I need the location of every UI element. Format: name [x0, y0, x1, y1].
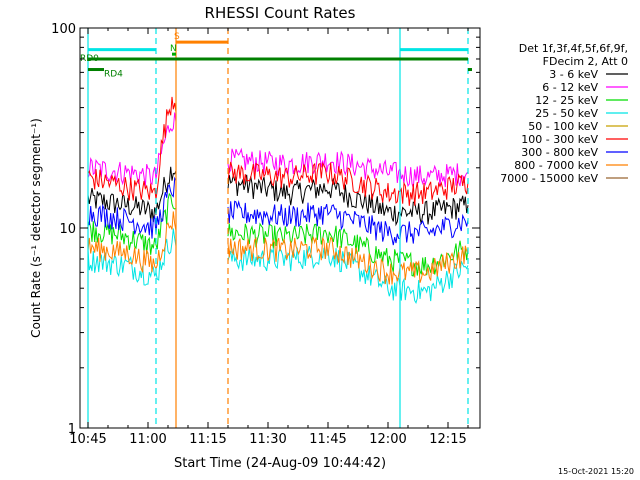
legend-label-3: 25 - 50 keV — [535, 107, 598, 120]
legend-label-2: 12 - 25 keV — [535, 94, 598, 107]
legend: Det 1f,3f,4f,5f,6f,9f,FDecim 2, Att 03 -… — [500, 42, 628, 185]
series-line-5 — [87, 96, 469, 206]
series-line-7 — [87, 211, 469, 285]
y-tick-label-0: 1 — [68, 422, 76, 437]
y-axis-label: Count Rate (s⁻¹ detector segment⁻¹) — [29, 118, 43, 338]
axes: 10:45 11:00 11:15 11:30 11:45 12:00 12:15 1 10 10… — [51, 22, 481, 447]
legend-header-0: Det 1f,3f,4f,5f,6f,9f, — [519, 42, 628, 55]
x-tick-label-1: 11:00 — [129, 432, 166, 447]
legend-label-1: 6 - 12 keV — [542, 81, 598, 94]
legend-label-0: 3 - 6 keV — [549, 68, 598, 81]
flag-label-2: N — [170, 44, 177, 54]
timestamp-label: 15-Oct-2021 15:20 — [558, 467, 634, 476]
plot-area: SN RD0 RD4 — [80, 28, 472, 428]
chart-title: RHESSI Count Rates — [205, 4, 356, 22]
x-tick-label-6: 12:15 — [429, 432, 466, 447]
flag-label-4: RD4 — [104, 70, 123, 80]
legend-label-4: 50 - 100 keV — [528, 120, 598, 133]
series-line-6 — [87, 176, 469, 246]
y-tick-label-2: 100 — [51, 22, 76, 37]
flag-label-1: S — [174, 32, 180, 42]
x-tick-label-4: 11:45 — [309, 432, 346, 447]
series-line-1 — [87, 112, 469, 189]
x-axis-label: Start Time (24-Aug-09 10:44:42) — [174, 456, 386, 471]
flag-label-3: RD0 — [80, 54, 99, 64]
x-tick-label-0: 10:45 — [69, 432, 106, 447]
x-tick-label-3: 11:30 — [249, 432, 286, 447]
legend-label-6: 300 - 800 keV — [521, 146, 598, 159]
x-tick-label-5: 12:00 — [369, 432, 406, 447]
legend-header-1: FDecim 2, Att 0 — [543, 55, 628, 68]
y-tick-label-1: 10 — [59, 222, 76, 237]
legend-label-7: 800 - 7000 keV — [514, 159, 598, 172]
legend-label-8: 7000 - 15000 keV — [500, 172, 598, 185]
x-tick-label-2: 11:15 — [189, 432, 226, 447]
legend-label-5: 100 - 300 keV — [521, 133, 598, 146]
